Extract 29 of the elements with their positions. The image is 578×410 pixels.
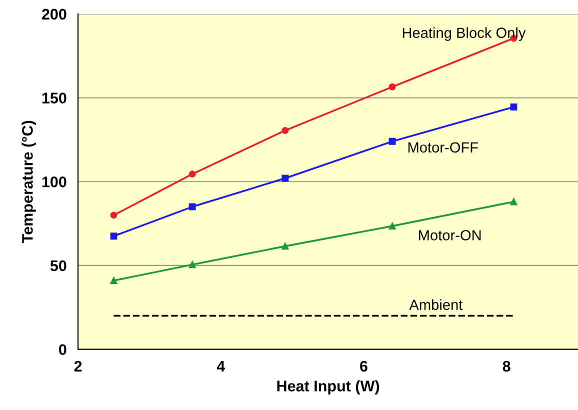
y-tick-label: 100	[42, 176, 66, 188]
series-label: Heating Block Only	[402, 27, 526, 41]
point	[510, 198, 518, 206]
series-label: Motor-ON	[419, 230, 481, 240]
point	[510, 104, 518, 110]
point	[388, 138, 396, 145]
x-tick-label: 6	[360, 360, 368, 372]
x-tick-label: 8	[502, 360, 510, 372]
y-axis-title: Temperature (°C)	[22, 120, 36, 243]
series-label: Ambient	[409, 299, 463, 310]
point	[388, 83, 396, 90]
point	[188, 170, 196, 178]
point	[282, 242, 289, 250]
y-tick-label: 0	[59, 344, 66, 356]
point	[282, 127, 289, 134]
point	[188, 261, 196, 268]
point	[110, 232, 118, 240]
point	[188, 203, 196, 210]
x-tick-label: 4	[216, 360, 226, 372]
x-axis-title: Heat Input (W)	[277, 380, 380, 394]
x-tick-label: 2	[74, 360, 82, 372]
series-label: Motor-OFF	[408, 142, 478, 153]
y-tick-label: 200	[42, 8, 66, 20]
y-tick-label: 150	[42, 92, 66, 104]
y-tick-label: 50	[50, 260, 66, 272]
point	[110, 277, 118, 284]
point	[388, 222, 396, 230]
point	[282, 174, 289, 182]
point	[110, 212, 118, 219]
